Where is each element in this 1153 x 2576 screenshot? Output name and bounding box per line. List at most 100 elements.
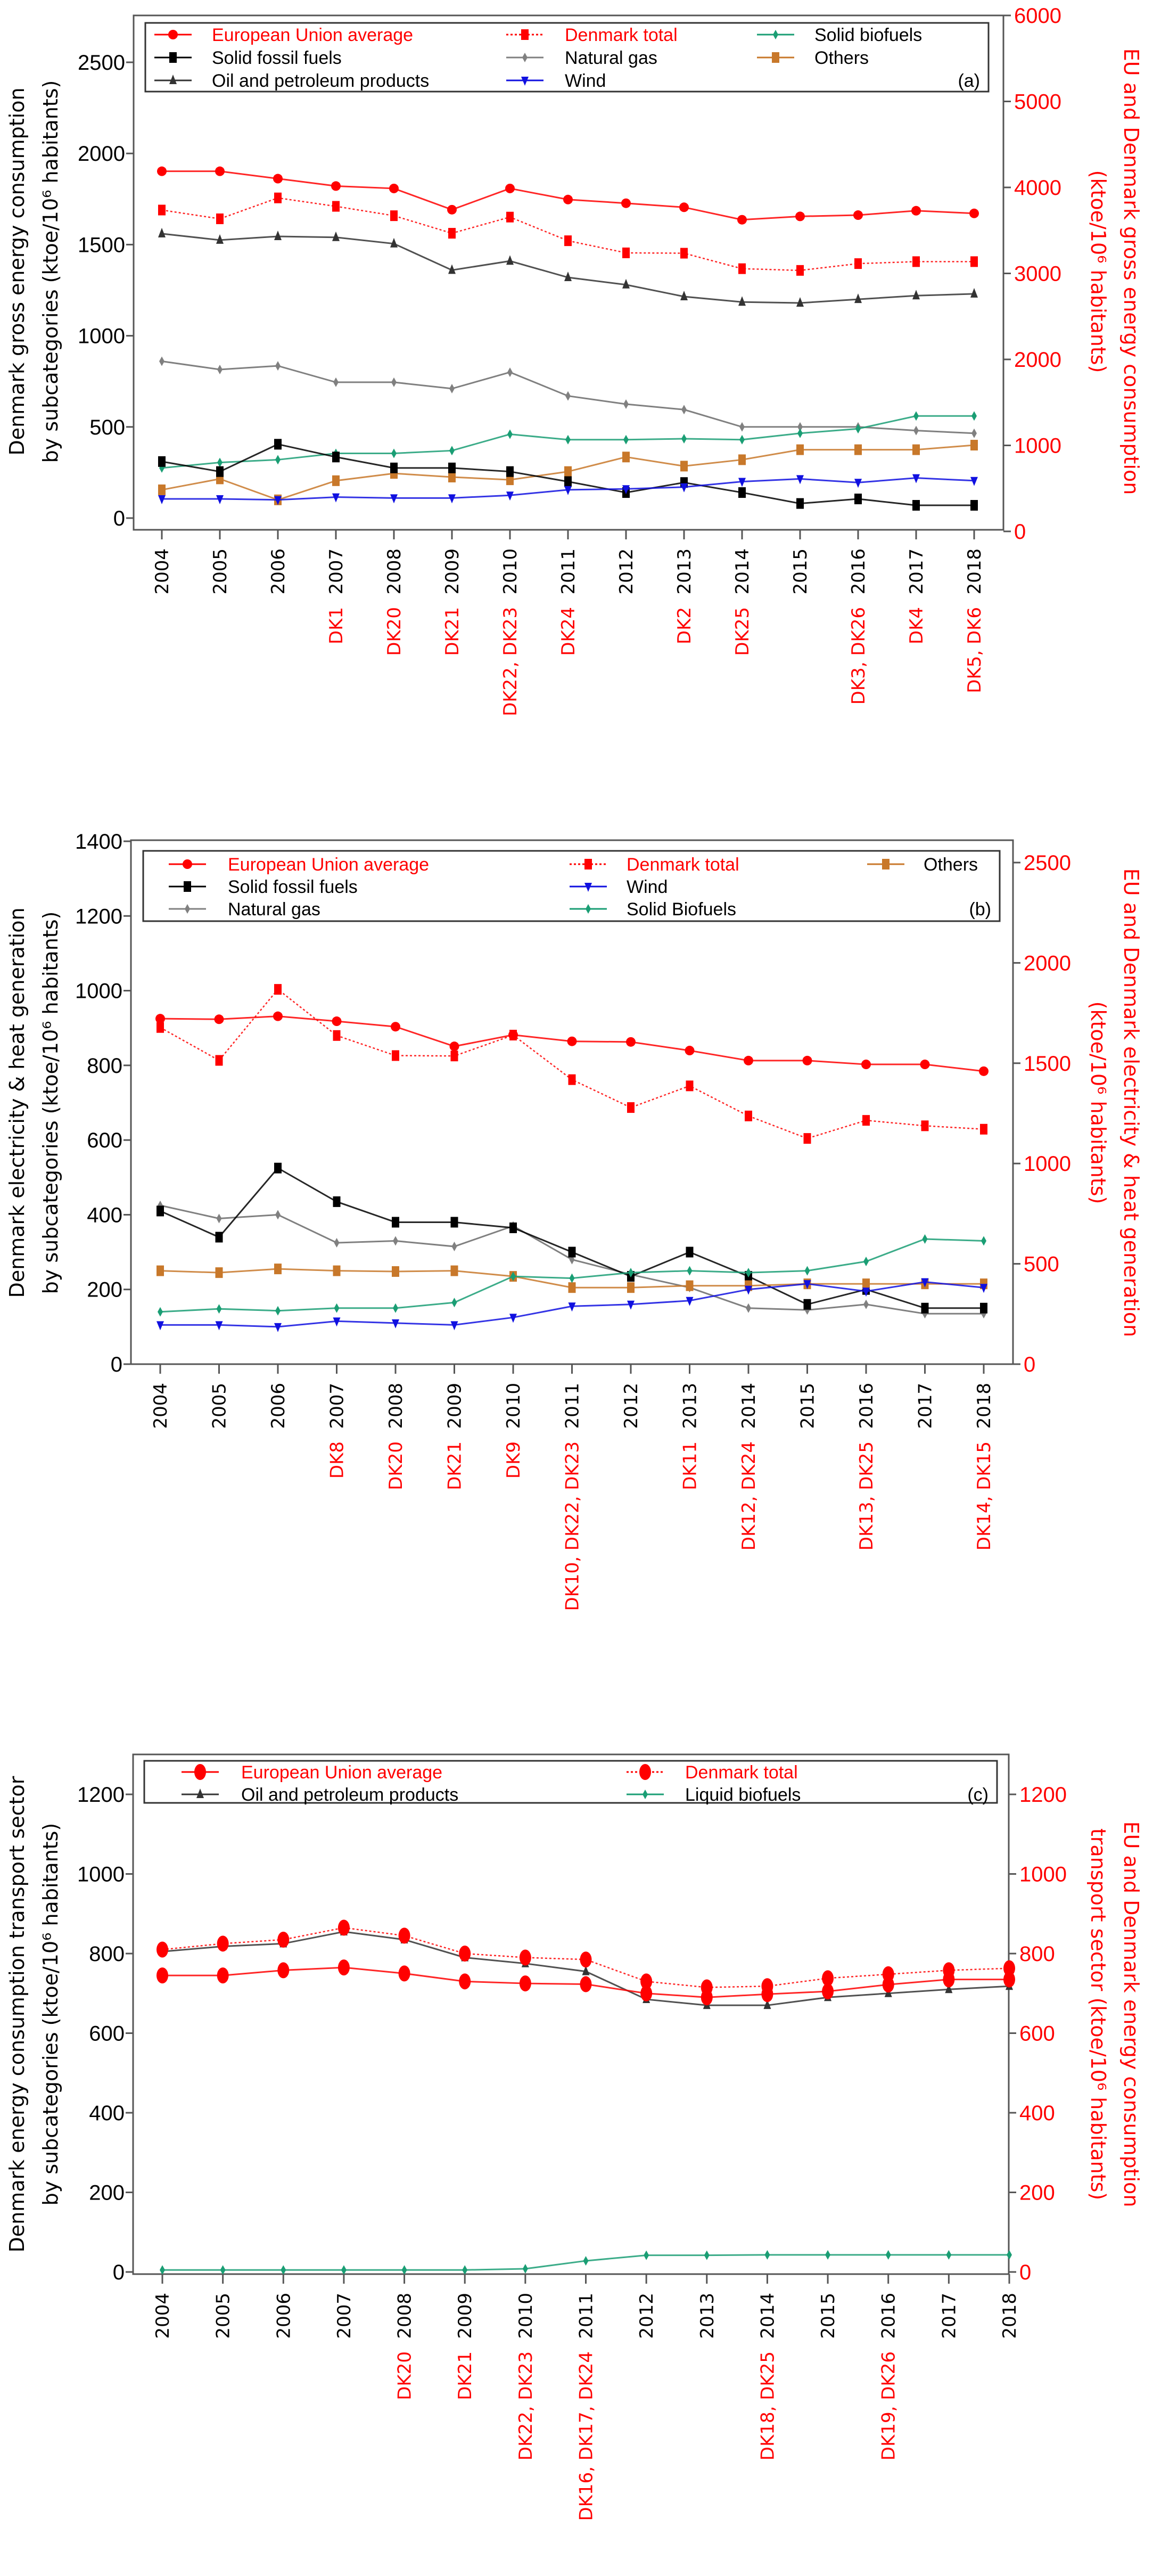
x-tick-label: 2009 [442, 548, 463, 595]
x-tick-label: 2005 [209, 1383, 230, 1429]
legend-label: Others [924, 855, 978, 875]
data-point [568, 1282, 576, 1293]
data-point [216, 495, 224, 505]
chart-panel-a: 0 500 1000 1500 2000 2500 0 1000 2000 3000 4000 500… [5, 4, 1143, 716]
data-point [911, 206, 921, 216]
data-point [563, 194, 573, 204]
data-point [686, 1080, 694, 1092]
data-point [215, 166, 225, 176]
data-point [796, 265, 804, 276]
right-tick-label: 1000 [1024, 1152, 1071, 1176]
left-tick-label: 400 [89, 2102, 125, 2125]
legend-marker [194, 1764, 206, 1780]
data-point [882, 1966, 894, 1982]
data-point [274, 439, 282, 450]
data-point [796, 475, 804, 485]
data-point [158, 495, 166, 505]
plot-frame [132, 1753, 1010, 2275]
data-point [217, 364, 223, 374]
data-point [623, 434, 629, 445]
x-tick-label: 2017 [906, 548, 927, 595]
data-point [913, 425, 919, 436]
data-point [275, 455, 281, 465]
data-point [971, 411, 977, 421]
data-point [220, 2265, 226, 2275]
data-point [158, 227, 166, 237]
data-point [1007, 2250, 1012, 2260]
x-annotation-label: DK22, DK23 [500, 607, 521, 716]
legend-marker [184, 881, 191, 892]
x-annotation-label: DK2 [674, 607, 695, 644]
data-point [509, 1222, 517, 1233]
x-annotation-label: DK12, DK24 [738, 1441, 760, 1550]
legend-marker [773, 30, 778, 39]
data-point [274, 230, 282, 240]
x-tick-label: 2010 [503, 1383, 524, 1429]
data-point [450, 1321, 458, 1331]
data-point [981, 1236, 986, 1246]
panel-label: (a) [958, 71, 980, 91]
right-tick-label: 500 [1024, 1253, 1059, 1276]
data-point [564, 272, 572, 282]
data-point [274, 1323, 282, 1332]
data-point [459, 1946, 471, 1962]
data-point [564, 486, 572, 495]
data-point [450, 1265, 458, 1276]
data-point [680, 483, 688, 493]
left-tick-label: 0 [113, 2261, 125, 2284]
series-denmark-total [157, 1919, 1015, 1996]
data-point [274, 1162, 282, 1174]
x-tick-label: 2008 [394, 2293, 416, 2339]
data-point [761, 1978, 773, 1995]
series-line [161, 197, 974, 272]
data-point [391, 1022, 400, 1032]
data-point [686, 1297, 694, 1306]
data-point [393, 1303, 398, 1313]
legend-label: Denmark total [685, 1762, 798, 1783]
data-point [745, 1285, 752, 1295]
left-tick-label: 1000 [75, 980, 122, 1003]
data-point [763, 1999, 771, 2009]
left-tick-label: 2000 [78, 142, 125, 166]
left-axis-title: by subcategories (ktoe/10⁶ habitants) [39, 1823, 62, 2206]
right-tick-label: 2500 [1024, 851, 1071, 875]
legend-marker [643, 1790, 648, 1799]
series-others [157, 1264, 987, 1293]
data-point [738, 478, 746, 487]
data-point [451, 1242, 457, 1252]
x-tick-label: 2018 [974, 1383, 995, 1429]
legend-marker [639, 1764, 651, 1780]
left-tick-label: 1500 [78, 233, 125, 257]
data-point [522, 2264, 528, 2274]
data-point [392, 1266, 399, 1277]
data-point [686, 1280, 694, 1291]
left-tick-label: 600 [89, 2022, 125, 2046]
data-point [398, 1927, 410, 1944]
legend-label: Oil and petroleum products [212, 71, 429, 91]
data-point [862, 1287, 870, 1297]
x-tick-label: 2006 [268, 1383, 289, 1429]
data-point [568, 1074, 576, 1085]
data-point [640, 1973, 653, 1990]
left-tick-label: 200 [87, 1278, 122, 1302]
data-point [681, 434, 687, 444]
series-denmark-total [158, 192, 978, 276]
data-point [701, 1979, 713, 1996]
data-point [157, 1022, 164, 1033]
data-point [853, 210, 863, 220]
data-point [855, 424, 861, 434]
legend: European Union average Solid fossil fuels… [144, 22, 990, 93]
data-point [157, 1967, 168, 1984]
data-point [337, 1919, 350, 1936]
data-point [622, 278, 630, 289]
left-tick-label: 500 [89, 416, 125, 439]
data-point [738, 487, 746, 498]
right-tick-label: 600 [1019, 2022, 1055, 2046]
legend-marker [584, 859, 592, 869]
data-point [390, 462, 398, 473]
series-solid-fossil-fuels [157, 1162, 987, 1314]
data-point [628, 1268, 633, 1278]
x-tick-label: 2011 [576, 2293, 597, 2339]
data-point [158, 204, 166, 216]
data-point [564, 476, 572, 487]
